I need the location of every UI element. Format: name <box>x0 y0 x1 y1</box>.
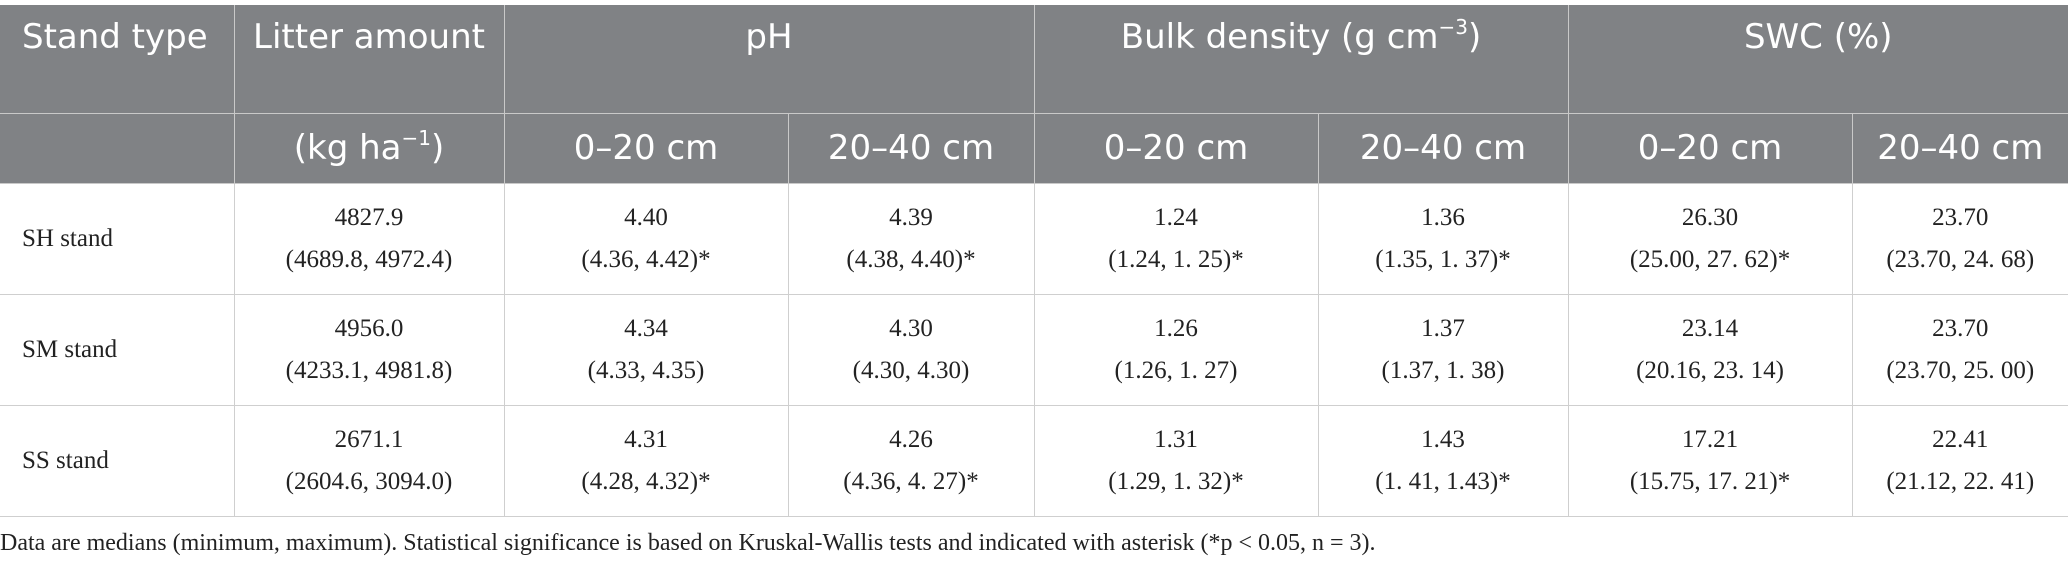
cell-median: 4827.9 <box>334 203 404 231</box>
cell-ph-20-40: 4.26 (4.36, 4. 27)* <box>788 405 1035 517</box>
table-body: SH stand 4827.9 (4689.8, 4972.4) 4.40 (4.3… <box>0 183 2068 517</box>
table-row: SS stand 2671.1 (2604.6, 3094.0) 4.31 (4.2… <box>0 405 2068 517</box>
header-row-1: Stand type Litter amount pH Bulk density… <box>0 5 2068 114</box>
cell-range: (4233.1, 4981.8) <box>285 356 453 384</box>
header-swc: SWC (%) <box>1568 5 2068 114</box>
cell-median: 4.40 <box>624 203 668 231</box>
header-litter-amount: Litter amount <box>234 5 505 114</box>
data-table: Stand type Litter amount pH Bulk density… <box>0 5 2068 517</box>
cell-range: (2604.6, 3094.0) <box>285 467 453 495</box>
cell-bd-0-20: 1.26 (1.26, 1. 27) <box>1034 294 1319 406</box>
cell-range: (4.30, 4.30) <box>852 356 970 384</box>
cell-range: (4689.8, 4972.4) <box>285 245 453 273</box>
cell-median: 23.70 <box>1932 203 1989 231</box>
cell-range: (21.12, 22. 41) <box>1886 467 2035 495</box>
cell-median: 1.43 <box>1421 425 1465 453</box>
table-header: Stand type Litter amount pH Bulk density… <box>0 5 2068 184</box>
cell-median: 4.30 <box>889 314 933 342</box>
cell-median: 1.37 <box>1421 314 1465 342</box>
cell-range: (4.36, 4.42)* <box>581 245 711 273</box>
bulk-density-label: Bulk density (g cm <box>1120 17 1439 57</box>
header-ph: pH <box>504 5 1035 114</box>
cell-ph-0-20: 4.34 (4.33, 4.35) <box>504 294 789 406</box>
cell-median: 1.26 <box>1154 314 1198 342</box>
cell-bd-20-40: 1.43 (1. 41, 1.43)* <box>1318 405 1569 517</box>
table-row: SH stand 4827.9 (4689.8, 4972.4) 4.40 (4.3… <box>0 183 2068 295</box>
cell-range: (1. 41, 1.43)* <box>1375 467 1511 495</box>
cell-swc-0-20: 17.21 (15.75, 17. 21)* <box>1568 405 1853 517</box>
cell-median: 26.30 <box>1681 203 1739 231</box>
cell-litter: 4827.9 (4689.8, 4972.4) <box>234 183 505 295</box>
litter-unit-exponent: −1 <box>401 126 431 150</box>
cell-bd-20-40: 1.36 (1.35, 1. 37)* <box>1318 183 1569 295</box>
stand-name: SH stand <box>0 183 235 295</box>
cell-median: 23.14 <box>1681 314 1739 342</box>
header-ph-0-20: 0–20 cm <box>504 113 789 184</box>
bulk-density-suffix: ) <box>1468 17 1482 57</box>
cell-median: 1.31 <box>1154 425 1198 453</box>
header-stand-type: Stand type <box>0 5 235 114</box>
cell-ph-0-20: 4.40 (4.36, 4.42)* <box>504 183 789 295</box>
header-swc-0-20: 0–20 cm <box>1568 113 1853 184</box>
cell-median: 22.41 <box>1932 425 1989 453</box>
header-stand-type-blank <box>0 113 235 184</box>
stand-name: SM stand <box>0 294 235 406</box>
bulk-density-exponent: −3 <box>1438 15 1468 39</box>
cell-median: 4.26 <box>889 425 933 453</box>
cell-range: (15.75, 17. 21)* <box>1629 467 1791 495</box>
header-row-2: (kg ha−1) 0–20 cm 20–40 cm 0–20 cm 20–40… <box>0 113 2068 184</box>
cell-range: (25.00, 27. 62)* <box>1629 245 1791 273</box>
cell-median: 17.21 <box>1681 425 1739 453</box>
cell-range: (23.70, 25. 00) <box>1886 356 2035 384</box>
cell-range: (4.38, 4.40)* <box>846 245 976 273</box>
cell-swc-20-40: 22.41 (21.12, 22. 41) <box>1852 405 2068 517</box>
header-bulk-density: Bulk density (g cm−3) <box>1034 5 1569 114</box>
cell-swc-20-40: 23.70 (23.70, 24. 68) <box>1852 183 2068 295</box>
cell-median: 4.34 <box>624 314 668 342</box>
cell-ph-20-40: 4.30 (4.30, 4.30) <box>788 294 1035 406</box>
cell-range: (1.35, 1. 37)* <box>1375 245 1511 273</box>
header-bd-0-20: 0–20 cm <box>1034 113 1319 184</box>
cell-swc-0-20: 23.14 (20.16, 23. 14) <box>1568 294 1853 406</box>
cell-swc-0-20: 26.30 (25.00, 27. 62)* <box>1568 183 1853 295</box>
cell-litter: 2671.1 (2604.6, 3094.0) <box>234 405 505 517</box>
cell-bd-20-40: 1.37 (1.37, 1. 38) <box>1318 294 1569 406</box>
cell-range: (20.16, 23. 14) <box>1636 356 1784 384</box>
cell-range: (4.28, 4.32)* <box>581 467 711 495</box>
cell-range: (4.33, 4.35) <box>587 356 705 384</box>
cell-bd-0-20: 1.24 (1.24, 1. 25)* <box>1034 183 1319 295</box>
cell-range: (1.26, 1. 27) <box>1114 356 1238 384</box>
cell-median: 4.31 <box>624 425 668 453</box>
cell-litter: 4956.0 (4233.1, 4981.8) <box>234 294 505 406</box>
stand-name: SS stand <box>0 405 235 517</box>
cell-median: 1.24 <box>1154 203 1198 231</box>
cell-median: 2671.1 <box>334 425 404 453</box>
cell-ph-0-20: 4.31 (4.28, 4.32)* <box>504 405 789 517</box>
header-ph-20-40: 20–40 cm <box>788 113 1035 184</box>
header-swc-20-40: 20–40 cm <box>1852 113 2068 184</box>
cell-range: (1.37, 1. 38) <box>1381 356 1505 384</box>
cell-bd-0-20: 1.31 (1.29, 1. 32)* <box>1034 405 1319 517</box>
table-footnote: Data are medians (minimum, maximum). Sta… <box>0 530 1376 556</box>
litter-unit-suffix: ) <box>430 128 445 168</box>
cell-median: 23.70 <box>1932 314 1989 342</box>
litter-unit-label: (kg ha <box>293 128 402 168</box>
cell-median: 1.36 <box>1421 203 1465 231</box>
cell-range: (1.29, 1. 32)* <box>1108 467 1244 495</box>
cell-range: (1.24, 1. 25)* <box>1108 245 1244 273</box>
cell-median: 4956.0 <box>334 314 404 342</box>
cell-range: (4.36, 4. 27)* <box>843 467 979 495</box>
cell-range: (23.70, 24. 68) <box>1886 245 2035 273</box>
header-litter-unit: (kg ha−1) <box>234 113 505 184</box>
cell-swc-20-40: 23.70 (23.70, 25. 00) <box>1852 294 2068 406</box>
cell-ph-20-40: 4.39 (4.38, 4.40)* <box>788 183 1035 295</box>
header-bd-20-40: 20–40 cm <box>1318 113 1569 184</box>
cell-median: 4.39 <box>889 203 933 231</box>
table-row: SM stand 4956.0 (4233.1, 4981.8) 4.34 (4.3… <box>0 294 2068 406</box>
